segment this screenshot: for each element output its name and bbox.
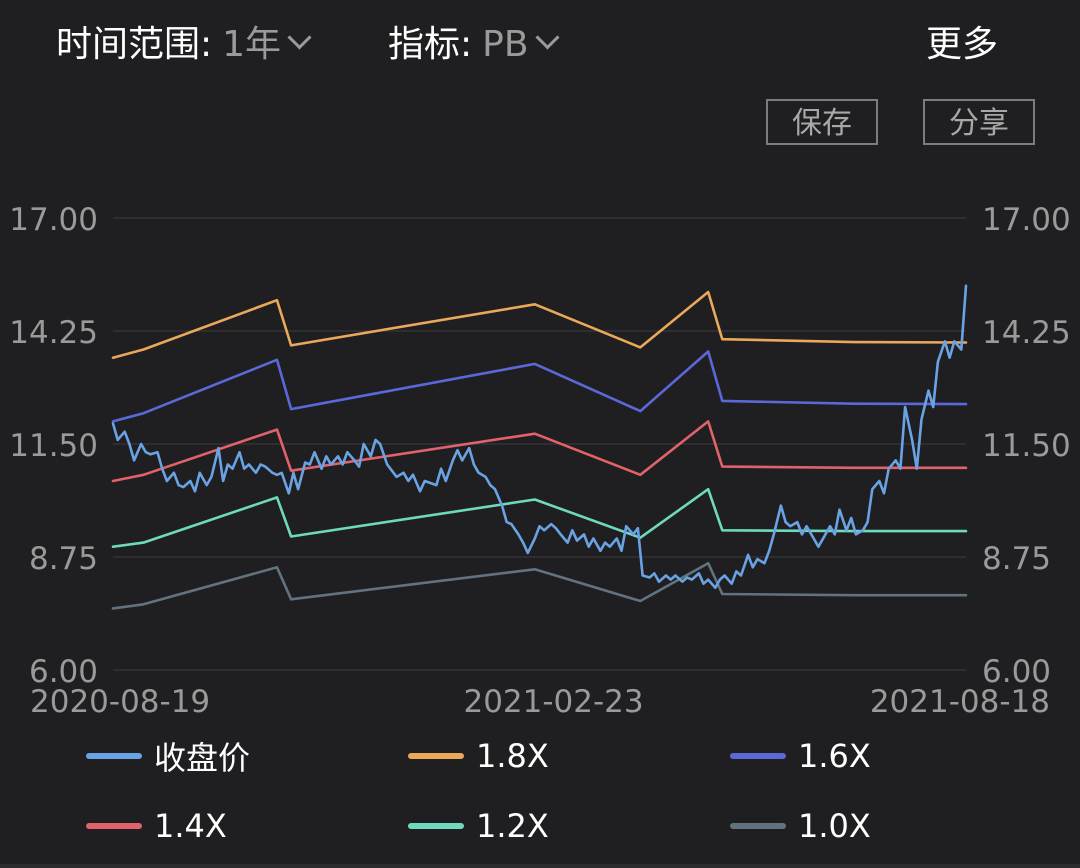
- time-range-selector[interactable]: 时间范围: 1年: [56, 20, 312, 70]
- time-range-value: 1年: [222, 24, 282, 65]
- metric-label: 指标:: [388, 24, 473, 65]
- legend-label: 1.8X: [476, 737, 549, 775]
- series-line-2: [111, 420, 968, 483]
- legend-item[interactable]: 收盘价: [86, 736, 251, 777]
- chart-legend: 收盘价 1.8X 1.6X 1.4X 1.2X 1.0X: [0, 722, 1080, 862]
- save-button[interactable]: 保存: [766, 99, 878, 145]
- legend-item[interactable]: 1.2X: [408, 806, 549, 846]
- y-tick-label-right: 6.00: [982, 654, 1051, 690]
- y-tick-label-right: 14.25: [982, 315, 1071, 351]
- legend-item[interactable]: 1.6X: [730, 736, 871, 776]
- series-line-3: [111, 487, 968, 548]
- y-tick-label-left: 8.75: [29, 541, 98, 577]
- series-line-1: [111, 350, 968, 423]
- grid: [113, 217, 966, 671]
- series-lines: [111, 284, 968, 610]
- time-range-label: 时间范围:: [56, 24, 213, 65]
- legend-label: 1.0X: [798, 807, 871, 845]
- y-tick-label-left: 14.25: [9, 315, 98, 351]
- x-tick-label: 2021-02-23: [463, 684, 643, 720]
- series-line-5: [111, 284, 968, 590]
- metric-selector[interactable]: 指标: PB: [388, 20, 560, 70]
- metric-value: PB: [482, 24, 529, 65]
- legend-swatch: [86, 753, 142, 759]
- legend-swatch: [86, 823, 142, 829]
- more-button[interactable]: 更多: [925, 24, 998, 65]
- x-tick-label: 2020-08-19: [30, 684, 210, 720]
- legend-swatch: [408, 823, 464, 829]
- y-tick-label-right: 8.75: [982, 541, 1051, 577]
- legend-label: 1.4X: [154, 807, 227, 845]
- legend-item[interactable]: 1.8X: [408, 736, 549, 776]
- y-tick-label-left: 6.00: [29, 654, 98, 690]
- y-tick-label-left: 11.50: [9, 428, 98, 464]
- toolbar: 时间范围: 1年 指标: PB 更多: [0, 0, 1080, 95]
- chevron-down-icon: [535, 25, 560, 50]
- y-tick-label-right: 17.00: [982, 202, 1071, 238]
- legend-swatch: [730, 753, 786, 759]
- y-tick-label-left: 17.00: [9, 202, 98, 238]
- divider: [0, 864, 1080, 868]
- share-button[interactable]: 分享: [923, 99, 1035, 145]
- y-tick-label-right: 11.50: [982, 428, 1071, 464]
- axis-labels: 17.00 17.00 14.25 14.25 11.50 11.50 8.75 8.75 6.…: [9, 202, 1071, 720]
- series-line-4: [111, 561, 968, 610]
- x-tick-label: 2021-08-18: [870, 684, 1050, 720]
- pb-band-chart: 17.00 17.00 14.25 14.25 11.50 11.50 8.75 8.75 6.…: [9, 202, 1071, 720]
- legend-label: 1.2X: [476, 807, 549, 845]
- legend-label: 收盘价: [154, 739, 251, 777]
- chevron-down-icon: [287, 25, 312, 50]
- legend-swatch: [408, 753, 464, 759]
- legend-item[interactable]: 1.0X: [730, 806, 871, 846]
- legend-label: 1.6X: [798, 737, 871, 775]
- series-line-0: [111, 290, 968, 359]
- legend-item[interactable]: 1.4X: [86, 806, 227, 846]
- legend-swatch: [730, 823, 786, 829]
